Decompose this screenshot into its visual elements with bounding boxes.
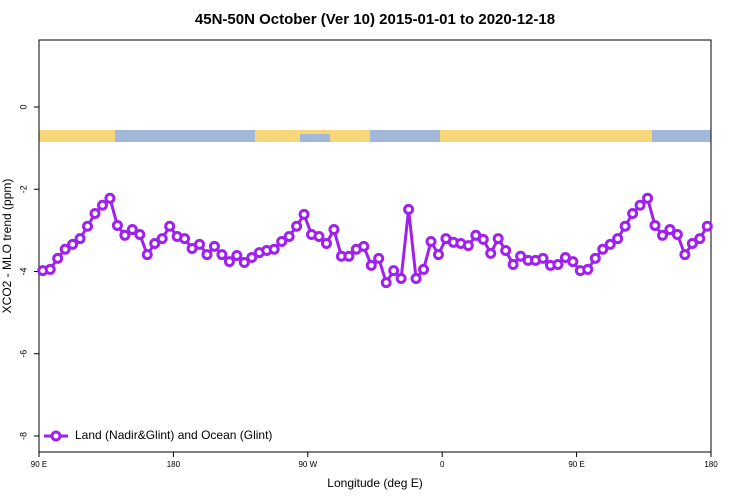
point	[656, 229, 668, 241]
point	[134, 228, 146, 240]
point	[164, 220, 176, 232]
point	[664, 224, 676, 236]
point	[589, 252, 601, 264]
point	[291, 220, 303, 232]
point	[343, 250, 355, 262]
point	[149, 238, 161, 250]
y-tick-label: 0	[18, 105, 28, 110]
point	[582, 263, 594, 275]
point	[74, 233, 86, 245]
point	[52, 252, 64, 264]
point	[500, 245, 512, 257]
point	[298, 208, 310, 220]
point	[380, 277, 392, 289]
y-tick-label: -8	[18, 432, 28, 440]
point	[425, 235, 437, 247]
point	[179, 233, 191, 245]
chart-title: 45N-50N October (Ver 10) 2015-01-01 to 2…	[195, 11, 555, 28]
point	[671, 228, 683, 240]
point	[365, 259, 377, 271]
point	[485, 247, 497, 259]
point	[604, 238, 616, 250]
point	[477, 233, 489, 245]
point	[111, 219, 123, 231]
point	[567, 256, 579, 268]
point	[268, 243, 280, 255]
point	[403, 203, 415, 215]
point	[328, 224, 340, 236]
y-tick-label: -2	[18, 185, 28, 193]
point	[627, 208, 639, 220]
legend: Land (Nadir&Glint) and Ocean (Glint)	[44, 428, 272, 442]
x-tick-label: 90 W	[298, 460, 317, 469]
point	[410, 272, 422, 284]
point	[126, 224, 138, 236]
point	[238, 256, 250, 268]
point	[552, 259, 564, 271]
point	[276, 235, 288, 247]
point	[208, 240, 220, 252]
plot-frame	[38, 39, 712, 453]
point	[141, 249, 153, 261]
legend-label: Land (Nadir&Glint) and Ocean (Glint)	[75, 428, 272, 442]
point	[649, 219, 661, 231]
x-tick-label: 180	[704, 460, 718, 469]
point	[537, 252, 549, 264]
x-tick-label: 90 E	[31, 460, 47, 469]
point	[418, 263, 430, 275]
point	[246, 252, 258, 264]
point	[686, 238, 698, 250]
point	[507, 259, 519, 271]
map-strip	[39, 130, 711, 142]
point	[462, 240, 474, 252]
point	[432, 249, 444, 261]
point	[313, 231, 325, 243]
y-axis-label: XCO2 - MLO trend (ppm)	[0, 179, 14, 314]
point	[216, 249, 228, 261]
point	[194, 238, 206, 250]
point	[44, 263, 56, 275]
point	[96, 199, 108, 211]
point	[201, 249, 213, 261]
legend-marker	[50, 430, 62, 442]
point	[283, 231, 295, 243]
point	[388, 265, 400, 277]
x-tick-label: 180	[167, 460, 181, 469]
point	[89, 208, 101, 220]
x-tick-label: 0	[440, 460, 445, 469]
point	[59, 243, 71, 255]
point	[597, 243, 609, 255]
point	[492, 233, 504, 245]
point	[67, 238, 79, 250]
y-tick-label: -4	[18, 267, 28, 275]
x-axis-label: Longitude (deg E)	[327, 476, 422, 490]
point	[223, 256, 235, 268]
point	[358, 240, 370, 252]
point	[119, 229, 131, 241]
point	[395, 272, 407, 284]
point	[104, 192, 116, 204]
point	[694, 233, 706, 245]
point	[679, 249, 691, 261]
point	[82, 220, 94, 232]
x-tick-label: 90 E	[568, 460, 584, 469]
point	[619, 220, 631, 232]
point	[320, 238, 332, 250]
point	[634, 199, 646, 211]
point	[373, 252, 385, 264]
point	[612, 233, 624, 245]
point	[156, 233, 168, 245]
point	[231, 249, 243, 261]
point	[701, 220, 713, 232]
point	[642, 192, 654, 204]
y-tick-label: -6	[18, 350, 28, 358]
